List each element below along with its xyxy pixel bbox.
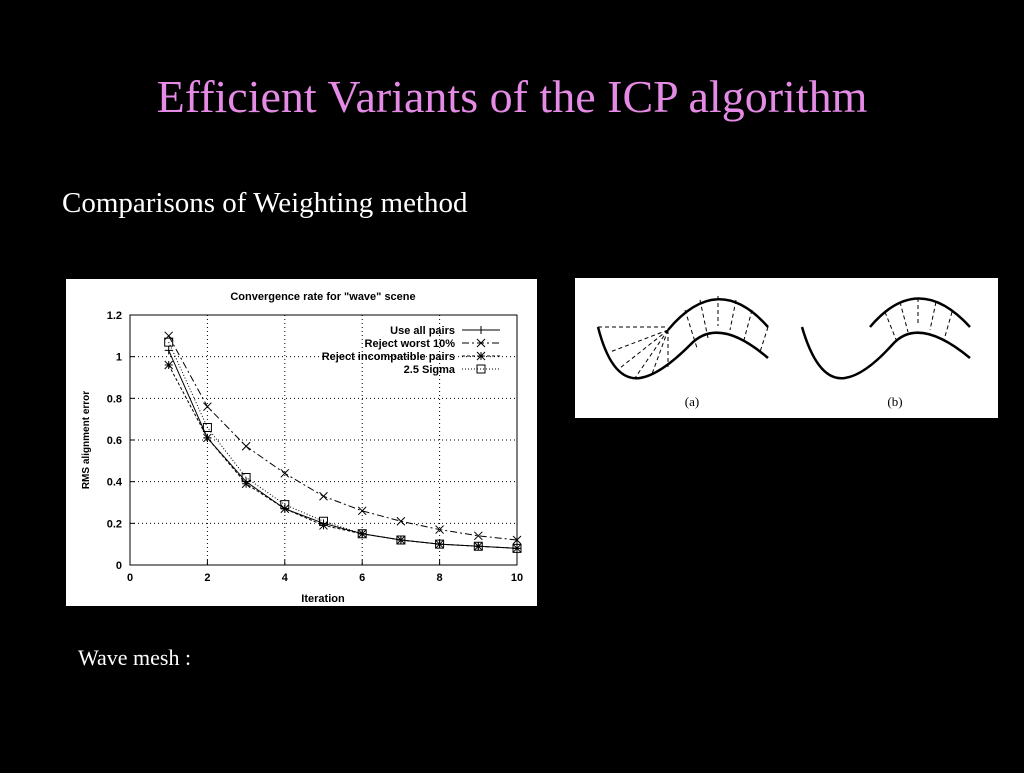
data-marker	[435, 525, 444, 534]
data-marker	[164, 360, 174, 370]
x-axis-label: Iteration	[301, 593, 345, 605]
data-marker	[241, 473, 251, 482]
data-marker	[396, 535, 406, 545]
data-marker	[396, 535, 406, 545]
x-tick-label: 8	[437, 572, 443, 584]
data-marker	[319, 516, 328, 526]
y-tick-label: 0	[116, 560, 122, 572]
legend-marker	[476, 351, 486, 361]
diagram-label: (a)	[685, 394, 699, 409]
data-marker	[357, 529, 367, 539]
data-marker	[357, 529, 367, 539]
data-marker	[512, 543, 522, 553]
legend-label: Reject incompatible pairs	[322, 351, 455, 363]
wave-curve	[800, 326, 971, 380]
series-line	[168, 341, 518, 549]
x-tick-label: 10	[511, 572, 523, 584]
legend-label: Reject worst 10%	[365, 338, 456, 350]
correspondence-lines	[598, 296, 953, 379]
chart-title: Convergence rate for "wave" scene	[230, 291, 415, 303]
y-axis-label: RMS alignment error	[81, 391, 92, 489]
data-marker	[164, 337, 174, 347]
data-marker	[203, 402, 212, 412]
slide-title: Efficient Variants of the ICP algorithm	[157, 71, 868, 122]
y-tick-label: 0.4	[107, 477, 123, 489]
data-marker	[319, 491, 328, 501]
caption: Wave mesh :	[78, 645, 191, 670]
y-tick-label: 1.2	[107, 310, 122, 322]
series-line	[168, 335, 518, 541]
x-tick-label: 6	[359, 572, 365, 584]
y-tick-label: 0.6	[107, 435, 122, 447]
data-marker	[164, 346, 173, 355]
wave-curve	[596, 326, 769, 380]
data-marker	[435, 539, 445, 549]
legend-marker	[476, 338, 486, 348]
legend-label: 2.5 Sigma	[404, 364, 456, 376]
data-marker	[473, 531, 483, 541]
y-tick-label: 0.2	[107, 518, 122, 530]
legend-marker	[476, 364, 486, 374]
legend-marker	[477, 326, 485, 334]
data-marker	[241, 441, 251, 451]
subtitle: Comparisons of Weighting method	[62, 187, 468, 219]
legend-label: Use all pairs	[390, 325, 455, 337]
data-marker	[512, 543, 522, 553]
y-tick-label: 0.8	[107, 393, 122, 405]
data-marker	[473, 541, 483, 551]
data-marker	[280, 468, 290, 478]
chart-background	[66, 279, 537, 606]
data-marker	[203, 433, 212, 443]
data-marker	[473, 541, 483, 551]
data-marker	[357, 506, 367, 516]
data-marker	[202, 423, 212, 432]
wave-curve	[869, 297, 971, 328]
data-marker	[280, 500, 290, 510]
diagram-background	[575, 278, 998, 418]
data-marker	[435, 539, 444, 549]
diagram-label: (b)	[887, 394, 902, 409]
x-tick-label: 2	[204, 572, 210, 584]
data-marker	[512, 535, 522, 545]
data-marker	[241, 479, 251, 489]
y-tick-label: 1	[116, 352, 122, 364]
data-marker	[396, 516, 406, 526]
x-tick-label: 4	[282, 572, 289, 584]
x-tick-label: 0	[127, 572, 133, 584]
